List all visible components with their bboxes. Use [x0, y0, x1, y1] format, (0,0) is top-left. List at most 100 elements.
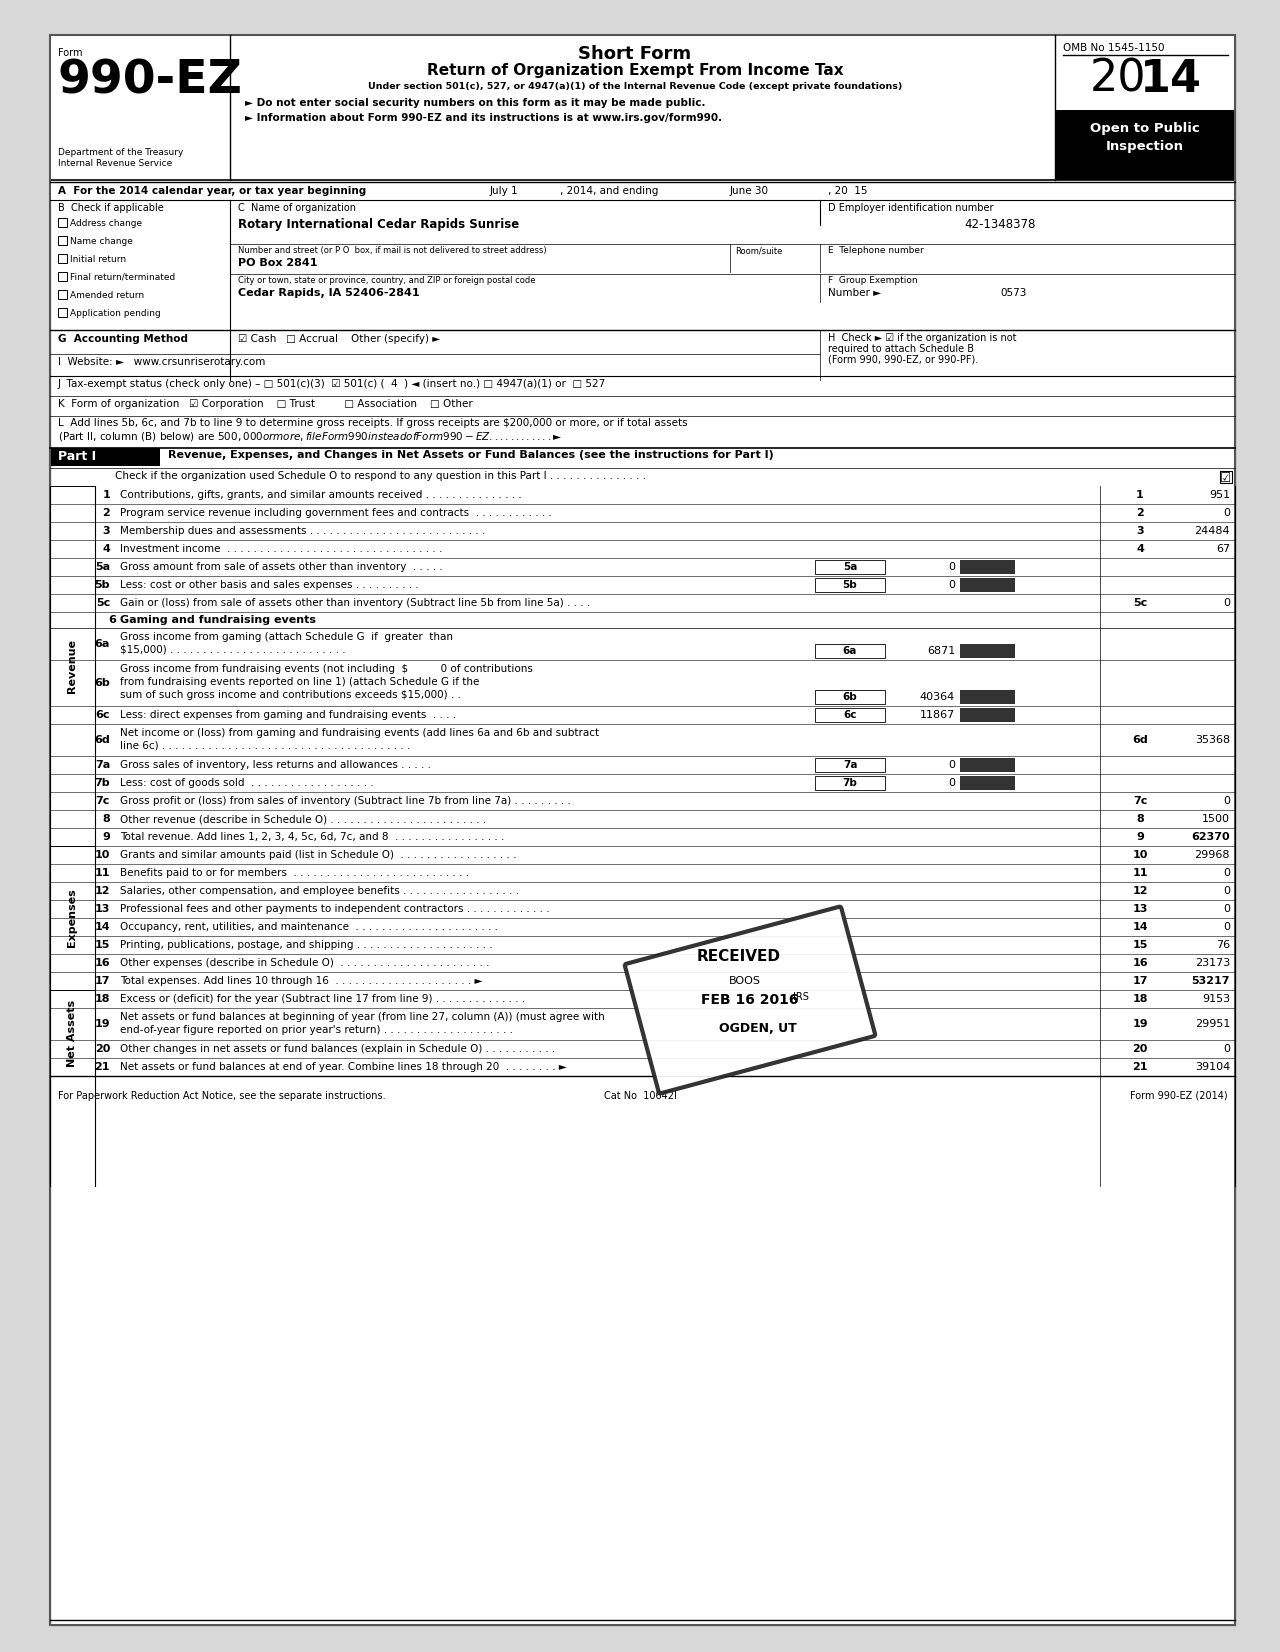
Text: Expenses: Expenses [67, 889, 77, 947]
Text: Name change: Name change [70, 236, 133, 246]
Text: 9153: 9153 [1202, 995, 1230, 1004]
Text: 990-EZ: 990-EZ [58, 58, 243, 102]
Text: Gross income from fundraising events (not including  $          0 of contributio: Gross income from fundraising events (no… [120, 664, 532, 674]
Text: For Paperwork Reduction Act Notice, see the separate instructions.: For Paperwork Reduction Act Notice, see … [58, 1090, 385, 1100]
Text: I  Website: ►   www.crsunriserotary.com: I Website: ► www.crsunriserotary.com [58, 357, 265, 367]
Text: D Employer identification number: D Employer identification number [828, 203, 993, 213]
Text: Final return/terminated: Final return/terminated [70, 273, 175, 282]
Text: 11: 11 [1133, 867, 1148, 877]
Text: Occupancy, rent, utilities, and maintenance  . . . . . . . . . . . . . . . . . .: Occupancy, rent, utilities, and maintena… [120, 922, 498, 932]
Text: IRS: IRS [792, 991, 809, 1001]
Text: 6b: 6b [842, 692, 858, 702]
Text: 8: 8 [102, 814, 110, 824]
Text: 0: 0 [948, 562, 955, 572]
Text: 1: 1 [102, 491, 110, 501]
Text: 8: 8 [1137, 814, 1144, 824]
Text: June 30: June 30 [730, 187, 769, 197]
Text: Grants and similar amounts paid (list in Schedule O)  . . . . . . . . . . . . . : Grants and similar amounts paid (list in… [120, 851, 517, 861]
Text: C  Name of organization: C Name of organization [238, 203, 356, 213]
Text: July 1: July 1 [490, 187, 518, 197]
Text: F  Group Exemption: F Group Exemption [828, 276, 918, 286]
Text: Benefits paid to or for members  . . . . . . . . . . . . . . . . . . . . . . . .: Benefits paid to or for members . . . . … [120, 867, 470, 877]
Text: 7c: 7c [1133, 796, 1147, 806]
Text: Net Assets: Net Assets [67, 999, 77, 1067]
Text: 29968: 29968 [1194, 851, 1230, 861]
Text: Application pending: Application pending [70, 309, 161, 317]
Text: 15: 15 [95, 940, 110, 950]
Text: Room/suite: Room/suite [735, 246, 782, 254]
Text: Other revenue (describe in Schedule O) . . . . . . . . . . . . . . . . . . . . .: Other revenue (describe in Schedule O) .… [120, 814, 486, 824]
Bar [50, 846, 95, 990]
Text: Revenue: Revenue [67, 639, 77, 692]
Text: Investment income  . . . . . . . . . . . . . . . . . . . . . . . . . . . . . . .: Investment income . . . . . . . . . . . … [120, 544, 443, 553]
Text: Gain or (loss) from sale of assets other than inventory (Subtract line 5b from l: Gain or (loss) from sale of assets other… [120, 598, 590, 608]
Text: Net income or (loss) from gaming and fundraising events (add lines 6a and 6b and: Net income or (loss) from gaming and fun… [120, 729, 599, 738]
Bar [960, 560, 1015, 573]
Text: 6c: 6c [96, 710, 110, 720]
Text: H  Check ► ☑ if the organization is not: H Check ► ☑ if the organization is not [828, 334, 1016, 344]
Text: G  Accounting Method: G Accounting Method [58, 334, 188, 344]
Text: 0: 0 [1222, 509, 1230, 519]
Text: 0: 0 [1222, 885, 1230, 895]
Text: Less: cost of goods sold  . . . . . . . . . . . . . . . . . . .: Less: cost of goods sold . . . . . . . .… [120, 778, 374, 788]
Bar [815, 758, 884, 771]
Text: 7a: 7a [842, 760, 858, 770]
Text: required to attach Schedule B: required to attach Schedule B [828, 344, 974, 354]
Text: 2: 2 [102, 509, 110, 519]
Bar [960, 776, 1015, 790]
Text: 53217: 53217 [1192, 976, 1230, 986]
Text: 6: 6 [108, 615, 116, 624]
Text: Department of the Treasury: Department of the Treasury [58, 149, 183, 157]
Text: 19: 19 [95, 1019, 110, 1029]
Text: 7b: 7b [842, 778, 858, 788]
Bar [815, 560, 884, 573]
Text: ☑: ☑ [1220, 472, 1231, 486]
Text: Gross amount from sale of assets other than inventory  . . . . .: Gross amount from sale of assets other t… [120, 562, 443, 572]
Text: K  Form of organization   ☑ Corporation    □ Trust         □ Association    □ Ot: K Form of organization ☑ Corporation □ T… [58, 400, 472, 410]
Text: Short Form: Short Form [579, 45, 691, 63]
Text: Salaries, other compensation, and employee benefits . . . . . . . . . . . . . . : Salaries, other compensation, and employ… [120, 885, 518, 895]
Text: ► Do not enter social security numbers on this form as it may be made public.: ► Do not enter social security numbers o… [244, 97, 705, 107]
Text: 5b: 5b [95, 580, 110, 590]
Text: 42-1348378: 42-1348378 [964, 218, 1036, 231]
Text: 6c: 6c [844, 710, 856, 720]
Text: 20: 20 [1091, 58, 1147, 101]
Bar [58, 307, 67, 317]
Text: 11867: 11867 [920, 710, 955, 720]
Text: 6a: 6a [842, 646, 858, 656]
Text: 0: 0 [1222, 904, 1230, 914]
Text: 6d: 6d [1132, 735, 1148, 745]
Text: OGDEN, UT: OGDEN, UT [719, 1023, 796, 1036]
Text: Contributions, gifts, grants, and similar amounts received . . . . . . . . . . .: Contributions, gifts, grants, and simila… [120, 491, 522, 501]
Text: 7a: 7a [95, 760, 110, 770]
Text: Part I: Part I [58, 451, 96, 464]
Text: 1500: 1500 [1202, 814, 1230, 824]
Text: Revenue, Expenses, and Changes in Net Assets or Fund Balances (see the instructi: Revenue, Expenses, and Changes in Net As… [168, 449, 773, 459]
Bar [58, 236, 67, 244]
Bar [815, 644, 884, 657]
Text: 9: 9 [102, 833, 110, 843]
Text: line 6c) . . . . . . . . . . . . . . . . . . . . . . . . . . . . . . . . . . . .: line 6c) . . . . . . . . . . . . . . . .… [120, 742, 411, 752]
Bar [1055, 111, 1235, 180]
Text: 23173: 23173 [1194, 958, 1230, 968]
Bar [960, 644, 1015, 657]
Text: 18: 18 [95, 995, 110, 1004]
Text: 0: 0 [948, 760, 955, 770]
Text: 0: 0 [1222, 867, 1230, 877]
Text: 29951: 29951 [1194, 1019, 1230, 1029]
Text: 5a: 5a [842, 562, 858, 572]
Bar [960, 578, 1015, 591]
Text: Other changes in net assets or fund balances (explain in Schedule O) . . . . . .: Other changes in net assets or fund bala… [120, 1044, 556, 1054]
Text: Net assets or fund balances at beginning of year (from line 27, column (A)) (mus: Net assets or fund balances at beginning… [120, 1013, 604, 1023]
Text: B  Check if applicable: B Check if applicable [58, 203, 164, 213]
Text: 18: 18 [1133, 995, 1148, 1004]
Text: City or town, state or province, country, and ZIP or foreign postal code: City or town, state or province, country… [238, 276, 535, 286]
Text: 5c: 5c [1133, 598, 1147, 608]
Bar [960, 691, 1015, 704]
Text: 21: 21 [95, 1062, 110, 1072]
Text: , 2014, and ending: , 2014, and ending [561, 187, 658, 197]
Text: 3: 3 [102, 525, 110, 535]
Text: 20: 20 [95, 1044, 110, 1054]
Text: sum of such gross income and contributions exceeds $15,000) . .: sum of such gross income and contributio… [120, 691, 461, 700]
Bar [58, 254, 67, 263]
